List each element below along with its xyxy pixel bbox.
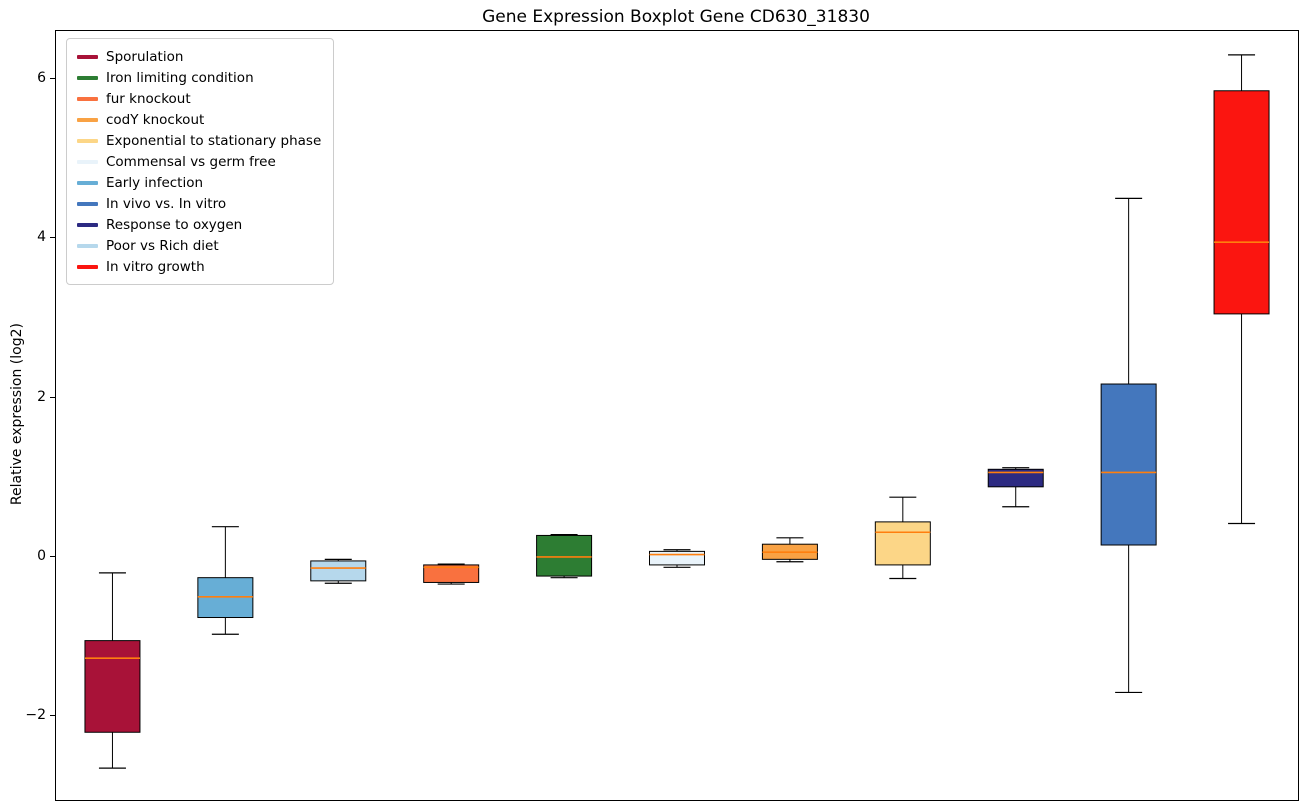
legend-label-response-to-oxygen: Response to oxygen bbox=[106, 216, 243, 233]
legend-swatch-exponential-to-stationary-phase bbox=[77, 138, 98, 143]
legend-label-sporulation: Sporulation bbox=[106, 48, 184, 65]
legend-label-early-infection: Early infection bbox=[106, 174, 204, 191]
y-tick-label-6: 6 bbox=[37, 69, 46, 86]
legend-swatch-in-vivo-vs-in-vitro bbox=[77, 201, 98, 206]
y-axis-label: Relative expression (log2) bbox=[9, 323, 25, 506]
legend-item-fur-knockout: fur knockout bbox=[77, 88, 321, 109]
y-tick-label-4: 4 bbox=[37, 229, 46, 246]
legend-label-exponential-to-stationary-phase: Exponential to stationary phase bbox=[106, 132, 322, 149]
legend: Sporulation Iron limiting condition fur kn… bbox=[66, 38, 335, 285]
y-tick-mark bbox=[50, 396, 55, 398]
legend-swatch-early-infection bbox=[77, 180, 98, 185]
y-tick-label-2: 2 bbox=[37, 388, 46, 405]
legend-item-early-infection: Early infection bbox=[77, 172, 321, 193]
y-axis-label-container: Relative expression (log2) bbox=[4, 30, 30, 799]
box-poor-vs-rich-diet bbox=[310, 560, 367, 582]
chart-title: Gene Expression Boxplot Gene CD630_31830 bbox=[482, 7, 870, 27]
box-fur-knockout bbox=[423, 564, 480, 583]
legend-swatch-poor-vs-rich-diet bbox=[77, 243, 98, 248]
legend-label-commensal-vs-germ-free: Commensal vs germ free bbox=[106, 153, 276, 170]
legend-swatch-sporulation bbox=[77, 54, 98, 59]
plot-area: Sporulation Iron limiting condition fur kn… bbox=[55, 30, 1299, 801]
y-tick-mark bbox=[50, 715, 55, 717]
box-exponential-to-stationary-phase bbox=[874, 521, 931, 566]
legend-label-iron-limiting-condition: Iron limiting condition bbox=[106, 69, 254, 86]
box-in-vivo-vs-in-vitro bbox=[1100, 383, 1157, 546]
y-tick-mark bbox=[50, 555, 55, 557]
legend-item-commensal-vs-germ-free: Commensal vs germ free bbox=[77, 151, 321, 172]
legend-swatch-response-to-oxygen bbox=[77, 222, 98, 227]
legend-item-sporulation: Sporulation bbox=[77, 46, 321, 67]
legend-item-response-to-oxygen: Response to oxygen bbox=[77, 214, 321, 235]
legend-swatch-iron-limiting-condition bbox=[77, 75, 98, 80]
legend-swatch-cody-knockout bbox=[77, 117, 98, 122]
y-tick-mark bbox=[50, 237, 55, 239]
legend-item-in-vivo-vs-in-vitro: In vivo vs. In vitro bbox=[77, 193, 321, 214]
legend-swatch-commensal-vs-germ-free bbox=[77, 159, 98, 164]
legend-item-exponential-to-stationary-phase: Exponential to stationary phase bbox=[77, 130, 321, 151]
box-commensal-vs-germ-free bbox=[649, 550, 705, 566]
legend-item-in-vitro-growth: In vitro growth bbox=[77, 256, 321, 277]
y-tick-mark bbox=[50, 77, 55, 79]
legend-item-cody-knockout: codY knockout bbox=[77, 109, 321, 130]
y-tick-label-0: 0 bbox=[37, 547, 46, 564]
legend-label-in-vitro-growth: In vitro growth bbox=[106, 258, 205, 275]
box-response-to-oxygen bbox=[987, 468, 1044, 488]
y-tick-label--2: −2 bbox=[25, 707, 46, 724]
box-iron-limiting-condition bbox=[536, 534, 593, 577]
box-sporulation bbox=[84, 640, 141, 733]
legend-swatch-in-vitro-growth bbox=[77, 264, 98, 269]
legend-label-poor-vs-rich-diet: Poor vs Rich diet bbox=[106, 237, 219, 254]
legend-label-fur-knockout: fur knockout bbox=[106, 90, 191, 107]
legend-swatch-fur-knockout bbox=[77, 96, 98, 101]
legend-item-poor-vs-rich-diet: Poor vs Rich diet bbox=[77, 235, 321, 256]
legend-label-cody-knockout: codY knockout bbox=[106, 111, 205, 128]
boxplot-svg bbox=[84, 54, 1270, 769]
legend-label-in-vivo-vs-in-vitro: In vivo vs. In vitro bbox=[106, 195, 227, 212]
legend-item-iron-limiting-condition: Iron limiting condition bbox=[77, 67, 321, 88]
box-in-vitro-growth bbox=[1213, 90, 1270, 315]
